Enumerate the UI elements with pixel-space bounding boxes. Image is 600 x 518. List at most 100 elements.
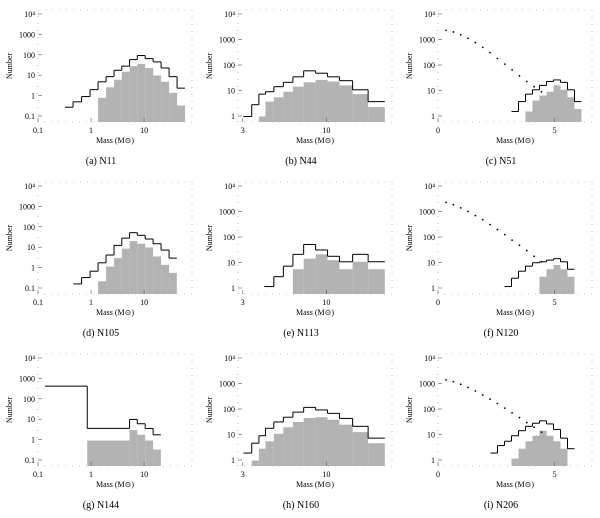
y-axis-label-e: Number <box>205 225 214 252</box>
x-tick-label-h-0: 3 <box>241 470 245 479</box>
bar-filled-b-11 <box>352 94 369 122</box>
imf-point-i-4 <box>474 390 477 392</box>
panel-caption-b: (b) N44 <box>285 156 316 167</box>
x-axis-label-f: Mass (M⊙) <box>496 308 534 317</box>
bar-filled-c-8 <box>567 97 575 122</box>
bar-filled-h-6 <box>292 421 304 466</box>
bar-filled-a-6 <box>114 79 122 122</box>
bar-filled-h-10 <box>339 424 353 466</box>
x-tick-label-a-2: 10 <box>140 126 148 135</box>
bar-filled-d-12 <box>169 272 177 294</box>
bar-filled-i-5 <box>525 441 533 466</box>
bar-filled-i-9 <box>553 441 561 466</box>
bar-filled-h-7 <box>303 418 316 466</box>
y-tick-label-d-4: 1 <box>31 264 35 273</box>
bar-filled-c-6 <box>553 85 561 122</box>
x-axis-label-c: Mass (M⊙) <box>496 136 534 145</box>
bar-filled-c-5 <box>546 91 554 122</box>
y-tick-label-g-2: 100 <box>23 395 35 404</box>
bar-filled-c-2 <box>525 111 533 122</box>
imf-point-c-3 <box>467 37 469 40</box>
x-tick-label-i-1: 5 <box>553 470 557 479</box>
y-tick-label-a-5: 0.1 <box>25 112 35 121</box>
bar-filled-g-4 <box>145 440 154 466</box>
imf-point-c-9 <box>511 69 514 71</box>
y-tick-label-d-3: 10 <box>27 243 35 252</box>
imf-point-i-10 <box>518 416 521 419</box>
x-tick-label-e-1: 10 <box>322 298 330 307</box>
y-tick-label-i-0: 10⁴ <box>424 354 435 363</box>
imf-point-f-0 <box>445 201 447 204</box>
imf-point-f-13 <box>540 260 543 263</box>
x-tick-label-f-0: 0 <box>436 298 440 307</box>
bar-filled-f-9 <box>567 276 575 294</box>
imf-point-f-1 <box>452 203 455 206</box>
bar-filled-a-12 <box>161 81 170 122</box>
x-tick-label-a-1: 1 <box>89 126 93 135</box>
bar-filled-d-9 <box>145 247 154 294</box>
bar-filled-h-9 <box>327 419 340 466</box>
bar-filled-a-7 <box>121 71 130 122</box>
x-axis-label-i: Mass (M⊙) <box>496 480 534 489</box>
bar-filled-d-7 <box>129 241 138 294</box>
y-axis-label-h: Number <box>205 397 214 424</box>
x-tick-label-g-0: 0.1 <box>33 470 43 479</box>
imf-point-c-8 <box>503 63 506 66</box>
y-tick-label-g-0: 10⁴ <box>24 354 35 363</box>
imf-point-f-5 <box>481 218 484 221</box>
x-tick-label-c-0: 0 <box>436 126 440 135</box>
y-tick-label-d-1: 1000 <box>19 202 35 211</box>
y-axis-label-a: Number <box>5 53 14 80</box>
y-tick-label-a-1: 1000 <box>19 30 35 39</box>
bar-filled-e-3 <box>292 269 304 294</box>
y-tick-label-i-2: 100 <box>423 405 435 414</box>
panel-frame-c <box>437 9 593 123</box>
y-tick-label-h-1: 1000 <box>219 380 235 389</box>
y-tick-label-a-4: 1 <box>31 92 35 101</box>
bar-filled-i-4 <box>518 448 526 466</box>
bar-filled-b-4 <box>273 97 284 122</box>
y-tick-label-f-0: 10⁴ <box>424 182 435 191</box>
y-tick-label-h-2: 100 <box>223 405 235 414</box>
bar-filled-a-4 <box>98 97 107 122</box>
bar-filled-b-10 <box>339 85 353 122</box>
imf-point-c-7 <box>496 57 499 60</box>
x-tick-label-h-1: 10 <box>322 470 330 479</box>
y-tick-label-b-2: 100 <box>223 61 235 70</box>
panel-caption-a: (a) N11 <box>86 156 116 167</box>
bar-filled-e-8 <box>352 261 369 294</box>
y-tick-label-f-3: 10 <box>427 259 435 268</box>
y-tick-label-i-3: 10 <box>427 431 435 440</box>
bar-filled-e-4 <box>303 258 316 294</box>
panel-caption-d: (d) N105 <box>83 328 119 339</box>
bar-filled-d-6 <box>121 248 130 294</box>
bar-filled-h-4 <box>273 433 284 466</box>
bar-filled-b-6 <box>292 86 304 122</box>
bar-filled-g-5 <box>153 449 161 466</box>
imf-point-f-6 <box>489 223 491 226</box>
bar-filled-c-3 <box>532 100 540 122</box>
bar-filled-b-3 <box>265 101 274 122</box>
x-tick-label-b-1: 10 <box>322 126 330 135</box>
y-tick-label-c-2: 100 <box>423 61 435 70</box>
panel-caption-i: (i) N206 <box>484 500 518 511</box>
imf-point-f-3 <box>467 210 469 213</box>
bar-filled-c-9 <box>574 109 582 122</box>
x-tick-label-g-2: 10 <box>140 470 148 479</box>
y-tick-label-e-2: 100 <box>223 233 235 242</box>
imf-point-i-5 <box>481 394 484 396</box>
y-tick-label-c-0: 10⁴ <box>424 10 435 19</box>
bar-filled-g-3 <box>137 434 146 466</box>
y-tick-label-g-3: 10 <box>27 415 35 424</box>
bar-filled-f-7 <box>553 264 561 294</box>
bar-filled-f-5 <box>539 276 547 294</box>
imf-point-i-0 <box>445 378 447 381</box>
imf-point-c-5 <box>481 46 484 49</box>
y-tick-label-f-1: 1000 <box>419 208 435 217</box>
imf-point-c-6 <box>489 51 491 54</box>
y-tick-label-c-4: 1 <box>431 112 435 121</box>
imf-point-i-9 <box>511 411 514 414</box>
x-tick-label-a-0: 0.1 <box>33 126 43 135</box>
x-tick-label-d-0: 0.1 <box>33 298 43 307</box>
